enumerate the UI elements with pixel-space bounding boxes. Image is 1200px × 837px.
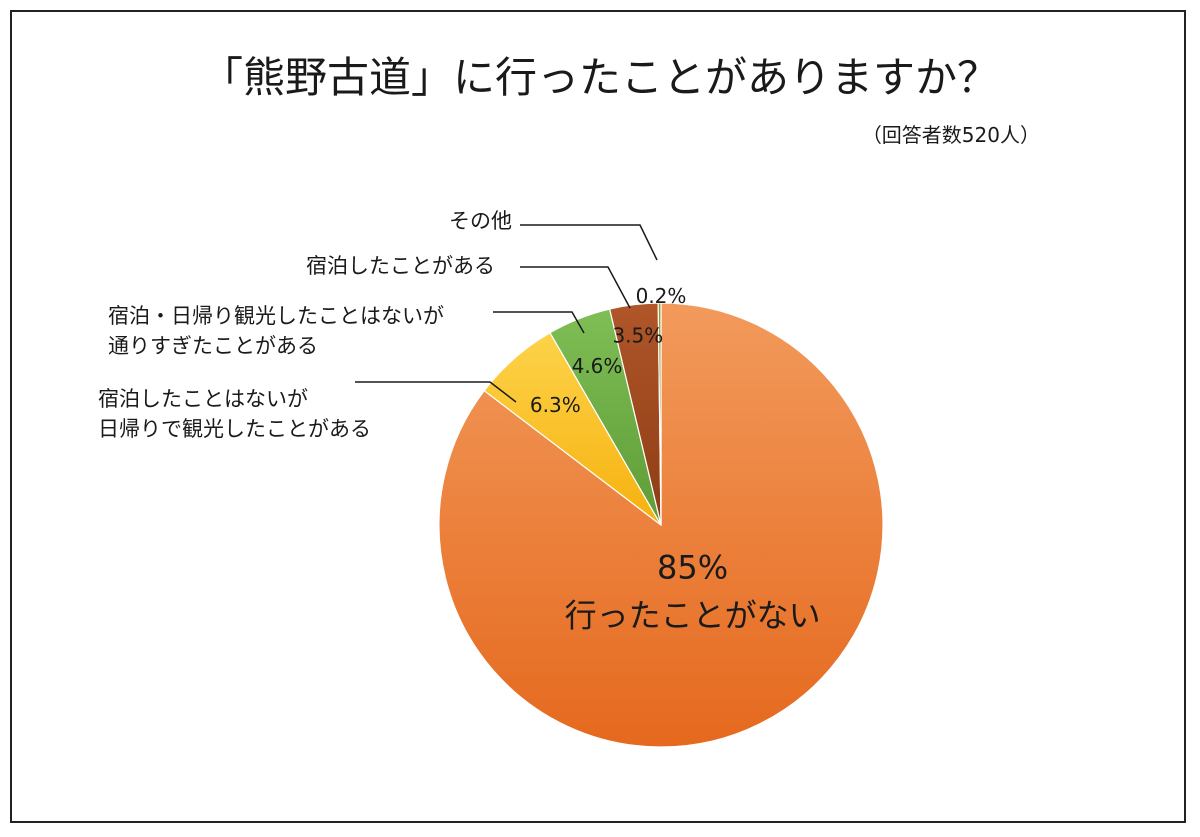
leader-line [520,224,658,261]
slice-labels: 85% 行ったことがない 6.3% 宿泊したことはないが日帰りで観光したことがある 4.… [98,209,821,635]
slice-category-label: 宿泊・日帰り観光したことはないが通りすぎたことがある [108,304,444,358]
leader-line [493,311,585,334]
leader-line [520,266,631,309]
slice-value-label: 85% [657,549,728,587]
chart-subtitle: （回答者数520人） [862,123,1040,147]
slice-value-label: 0.2% [636,284,687,308]
chart-title: 「熊野古道」に行ったことがありますか？ [201,53,999,102]
slice-category-label: 宿泊したことはないが日帰りで観光したことがある [98,387,371,441]
pie-slices [438,302,884,748]
slice-category-label: その他 [449,209,512,233]
slice-value-label: 6.3% [530,393,581,417]
leader-lines [355,224,658,403]
slice-value-label: 4.6% [572,354,623,378]
slice-value-label: 3.5% [612,324,663,348]
pie-slice [657,302,662,526]
slice-category-label: 行ったことがない [565,597,821,635]
slice-category-label: 宿泊したことがある [306,254,495,278]
leader-line [355,381,517,403]
